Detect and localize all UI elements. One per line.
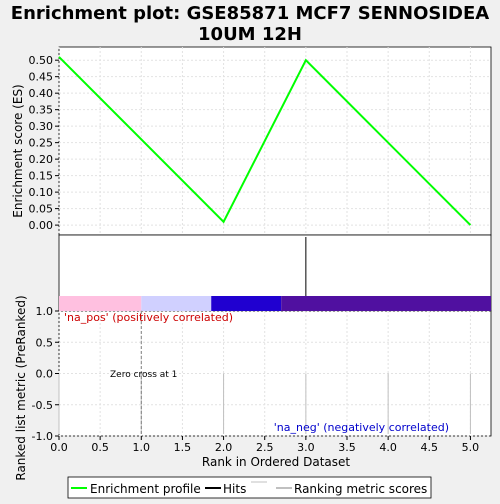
gradient-segment: [211, 296, 282, 311]
neg-label: 'na_neg' (negatively correlated): [274, 421, 449, 434]
metric-y-ticks: 1.0 0.5 0.0 -0.5 -1.0: [32, 305, 59, 443]
es-axis-label: Enrichment score (ES): [11, 84, 25, 217]
gradient-segment: [281, 296, 491, 311]
xtick-label: 1.0: [133, 441, 151, 454]
gradient-bar: [59, 296, 491, 311]
es-ytick-label: 0.05: [29, 203, 54, 216]
x-ticks: 0.0 0.5 1.0 1.5 2.0 2.5 3.0 3.5 4.0 4.5 5.0: [50, 436, 479, 454]
legend-label-enrichment: Enrichment profile: [90, 482, 201, 496]
xtick-label: 0.5: [91, 441, 109, 454]
chart-title-line1: Enrichment plot: GSE85871 MCF7 SENNOSIDE…: [11, 3, 490, 24]
pos-label: 'na_pos' (positively correlated): [64, 311, 233, 324]
es-ytick-label: 0.25: [29, 137, 54, 150]
es-line-layer: [58, 56, 472, 226]
legend-box: [67, 476, 432, 499]
xtick-label: 4.5: [421, 441, 439, 454]
es-ytick-label: 0.30: [29, 120, 54, 133]
es-ytick-label: 0.15: [29, 170, 54, 183]
es-ytick-label: 0.20: [29, 153, 54, 166]
zero-cross-label: Zero cross at 1: [110, 370, 177, 380]
xtick-label: 0.0: [50, 441, 68, 454]
xtick-label: 5.0: [462, 441, 480, 454]
metric-ytick-label: -1.0: [32, 430, 53, 443]
x-axis-label: Rank in Ordered Dataset: [202, 455, 350, 469]
chart-title-line2: 10UM 12H: [198, 24, 302, 45]
gradient-segment: [141, 296, 212, 311]
legend-label-hits: Hits: [223, 482, 246, 496]
xtick-label: 3.5: [338, 441, 356, 454]
es-ytick-label: 0.40: [29, 87, 54, 100]
metric-ytick-label: 0.0: [36, 368, 54, 381]
metric-layer: [58, 311, 471, 436]
es-ytick-label: 0.35: [29, 104, 54, 117]
metric-ytick-label: 0.5: [36, 336, 54, 349]
metric-axis-label: Ranked list metric (PreRanked): [14, 295, 28, 480]
gradient-segment: [59, 296, 142, 311]
es-grid: [58, 47, 491, 235]
es-panel: [58, 46, 492, 236]
xtick-label: 4.0: [379, 441, 397, 454]
legend-label-ranking: Ranking metric scores: [294, 482, 427, 496]
es-y-ticks: 0.50 0.45 0.40 0.35 0.30 0.25 0.20 0.15 0.10 0.05…: [29, 54, 59, 232]
xtick-label: 2.0: [215, 441, 233, 454]
es-ytick-label: 0.10: [29, 186, 54, 199]
xtick-label: 2.5: [256, 441, 274, 454]
metric-ytick-label: 1.0: [36, 305, 54, 318]
xtick-label: 1.5: [174, 441, 192, 454]
xtick-label: 3.0: [297, 441, 315, 454]
es-profile-line: [58, 56, 472, 226]
metric-ytick-label: -0.5: [32, 399, 53, 412]
es-ytick-label: 0.50: [29, 54, 54, 67]
es-ytick-label: 0.00: [29, 219, 54, 232]
es-ytick-label: 0.45: [29, 71, 54, 84]
